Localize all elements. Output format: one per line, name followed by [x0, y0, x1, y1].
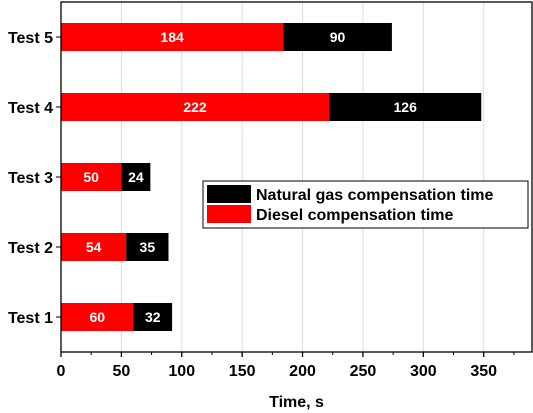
legend-swatch-natural-gas: [207, 185, 251, 203]
bar-test-3-natural-gas: [121, 163, 151, 191]
axes: Test 1 Test 2 Test 3 Test 4 Test 5 0 50 100 150 2…: [8, 1, 533, 380]
plot-frame: [60, 1, 533, 353]
x-axis-title: Time, s: [269, 394, 324, 411]
category-label: Test 1: [8, 310, 53, 327]
bar-value-label: 54: [86, 239, 102, 255]
bar-value-label: 60: [89, 309, 105, 325]
bar-value-label: 35: [140, 239, 156, 255]
x-tick-label: 150: [229, 363, 256, 380]
x-tick-label: 50: [112, 363, 130, 380]
legend-label-diesel: Diesel compensation time: [256, 207, 453, 224]
x-tick-label: 0: [57, 363, 66, 380]
bar-test-4-natural-gas: [329, 93, 482, 121]
x-tick-label: 200: [289, 363, 316, 380]
bar-test-4-diesel: [61, 93, 330, 121]
category-label: Test 2: [8, 240, 53, 257]
category-label: Test 3: [8, 170, 53, 187]
x-tick-label: 350: [470, 363, 497, 380]
bar-value-label: 126: [394, 99, 418, 115]
bar-test-3-diesel: [61, 163, 122, 191]
x-tick-label: 100: [168, 363, 195, 380]
gridlines: [120, 2, 485, 352]
bar-test-2-diesel: [61, 233, 127, 261]
bar-test-1-natural-gas: [133, 303, 173, 331]
bar-value-label: 24: [128, 169, 144, 185]
category-label: Test 4: [8, 100, 53, 117]
bar-value-label: 222: [183, 99, 207, 115]
bar-value-label: 184: [160, 29, 184, 45]
bar-test-5-diesel: [61, 23, 284, 51]
legend-label-natural-gas: Natural gas compensation time: [256, 187, 493, 204]
bar-test-1-diesel: [61, 303, 134, 331]
legend-box: [202, 180, 529, 229]
bar-value-label: 90: [330, 29, 346, 45]
x-tick-label: 250: [350, 363, 377, 380]
bar-test-2-natural-gas: [126, 233, 169, 261]
category-label: Test 5: [8, 30, 53, 47]
legend: Natural gas compensation time Diesel com…: [202, 180, 529, 229]
x-tick-label: 300: [410, 363, 437, 380]
bar-test-5-natural-gas: [283, 23, 392, 51]
bar-value-label: 50: [83, 169, 99, 185]
bar-value-label: 32: [145, 309, 161, 325]
legend-swatch-diesel: [207, 205, 251, 223]
bars: 60 32 54 35 50 24 222 126 184 90: [61, 23, 482, 331]
